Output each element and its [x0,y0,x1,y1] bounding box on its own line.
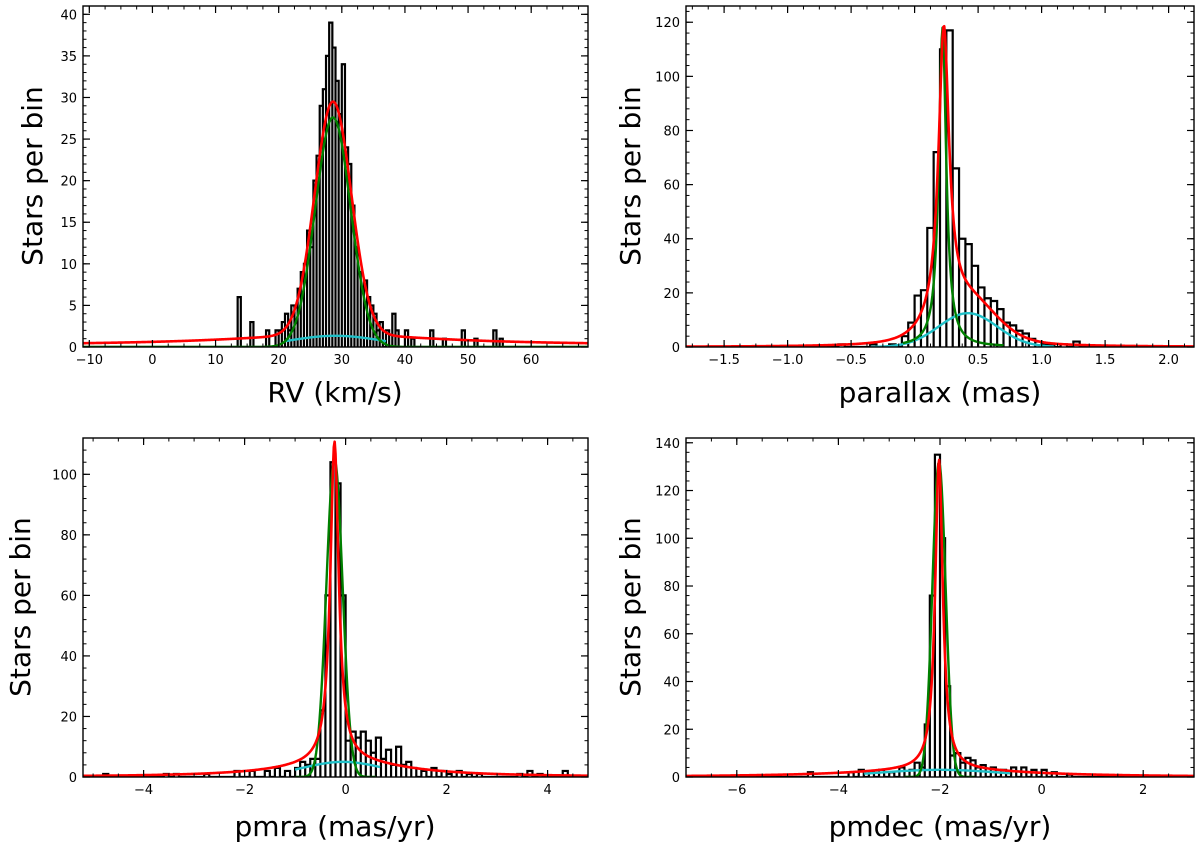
axes-frame [685,5,1195,348]
x-tick-label: 30 [334,353,351,368]
x-tick-label: 10 [207,353,224,368]
x-axis-label: parallax (mas) [839,376,1042,409]
series-total-curve [83,100,588,345]
y-tick-label: 35 [60,50,77,65]
plot-area [686,453,1194,777]
series-broad-curve [870,311,1055,347]
axes-frame [82,5,589,348]
x-tick-label: −2 [235,783,254,798]
y-tick-label: 40 [663,233,680,248]
y-tick-label: 0 [672,771,680,786]
plot-area [83,21,588,347]
x-tick-label: −4 [134,783,153,798]
x-tick-label: −1.0 [772,353,804,368]
x-tick-label: 0 [1037,783,1045,798]
y-tick-label: 100 [655,532,680,547]
y-tick-label: 20 [663,723,680,738]
y-tick-label: 140 [655,437,680,452]
y-tick-label: 0 [69,341,77,356]
x-tick-label: 0 [341,783,349,798]
histogram-bars [83,461,588,777]
x-tick-label: 60 [523,353,540,368]
y-tick-label: 40 [60,650,77,665]
series-total-curve [686,458,1194,777]
panel-parallax: −1.5 −1.0 −0.5 0.0 0.5 1.0 1.5 2.0 0 20 40 60 80 100 1… [614,5,1195,409]
x-tick-label: −4 [829,783,848,798]
y-tick-label: 100 [52,468,77,483]
y-tick-label: 20 [60,710,77,725]
x-tick-label: 50 [460,353,477,368]
x-axis-label: RV (km/s) [267,376,402,409]
x-tick-label: 0 [148,353,156,368]
y-tick-label: 20 [60,175,77,190]
x-tick-label: 2 [1139,783,1147,798]
x-axis-label: pmdec (mas/yr) [829,810,1052,843]
x-tick-label: −10 [76,353,103,368]
y-tick-label: 120 [655,16,680,31]
y-tick-label: 80 [663,124,680,139]
y-tick-label: 40 [60,8,77,23]
series-total-curve [686,24,1194,347]
y-axis-label: Stars per bin [4,517,37,697]
y-tick-label: 25 [60,133,77,148]
plot-area [83,440,588,777]
plot-area [686,24,1194,347]
x-tick-label: −0.5 [835,353,867,368]
x-tick-label: −1.5 [708,353,740,368]
series-broad-curve [294,760,381,771]
histogram-bars [83,21,588,347]
series-narrow-curve [902,26,1004,347]
x-tick-label: −2 [930,783,949,798]
y-axis-label: Stars per bin [614,517,647,697]
x-tick-label: 2.0 [1158,353,1179,368]
y-tick-label: 30 [60,91,77,106]
y-tick-label: 10 [60,258,77,273]
x-axis-label: pmra (mas/yr) [234,810,435,843]
y-tick-label: 60 [60,589,77,604]
y-tick-label: 0 [69,771,77,786]
y-tick-label: 20 [663,287,680,302]
series-broad-curve [863,768,1011,775]
series-broad-curve [284,334,387,343]
y-tick-label: 5 [69,299,77,314]
y-tick-label: 60 [663,179,680,194]
x-tick-label: 4 [543,783,551,798]
y-tick-label: 80 [60,529,77,544]
y-tick-label: 40 [663,676,680,691]
x-tick-label: 20 [270,353,287,368]
y-tick-label: 80 [663,580,680,595]
x-tick-label: 2 [442,783,450,798]
x-tick-label: −6 [727,783,746,798]
series-total-curve [83,440,588,777]
y-axis-label: Stars per bin [614,86,647,266]
x-tick-label: 1.0 [1031,353,1052,368]
x-tick-label: 1.5 [1095,353,1116,368]
series-narrow-curve [83,116,588,347]
x-tick-label: 0.0 [904,353,925,368]
y-axis-label: Stars per bin [16,86,49,266]
x-tick-label: 40 [397,353,414,368]
y-tick-label: 100 [655,70,680,85]
y-tick-label: 0 [672,341,680,356]
x-tick-label: 0.5 [968,353,989,368]
y-tick-label: 120 [655,485,680,500]
y-tick-label: 60 [663,628,680,643]
y-tick-label: 15 [60,216,77,231]
